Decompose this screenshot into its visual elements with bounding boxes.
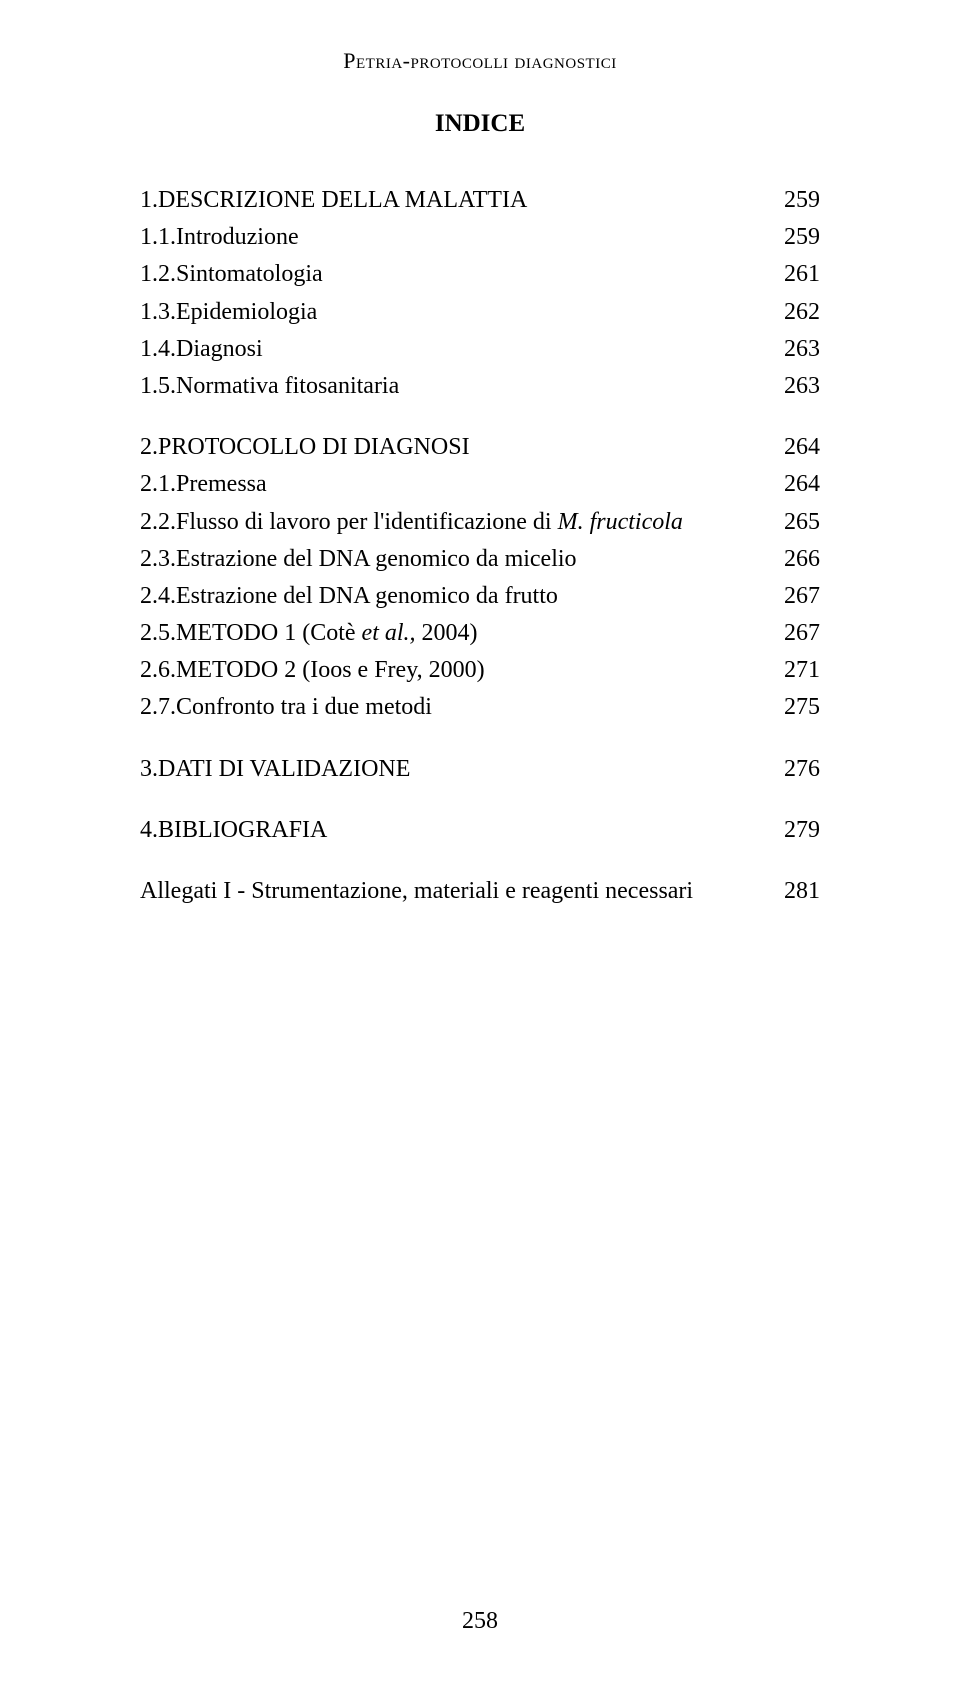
toc-row: 4.BIBLIOGRAFIA 279 <box>140 812 820 849</box>
toc-row: 1.2.Sintomatologia 261 <box>140 256 820 293</box>
toc-row: 2.7.Confronto tra i due metodi 275 <box>140 689 820 726</box>
toc-row: Allegati I - Strumentazione, materiali e… <box>140 873 820 910</box>
toc-title: INDICE <box>140 110 820 138</box>
toc-label: 2.7.Confronto tra i due metodi <box>140 689 770 726</box>
toc-page: 264 <box>770 429 820 466</box>
running-head: Petria-protocolli diagnostici <box>140 48 820 74</box>
toc-row: 2.PROTOCOLLO DI DIAGNOSI 264 <box>140 429 820 466</box>
toc-page: 276 <box>770 751 820 788</box>
toc-page: 267 <box>770 615 820 652</box>
toc-label-pre: 2.5.METODO 1 (Cotè <box>140 620 362 646</box>
toc-row: 1.1.Introduzione 259 <box>140 219 820 256</box>
toc-page: 261 <box>770 256 820 293</box>
toc-row: 2.2.Flusso di lavoro per l'identificazio… <box>140 504 820 541</box>
toc-row: 1.DESCRIZIONE DELLA MALATTIA 259 <box>140 182 820 219</box>
toc-page: 259 <box>770 182 820 219</box>
section-gap <box>140 788 820 812</box>
toc-page: 271 <box>770 652 820 689</box>
toc-row: 1.5.Normativa fitosanitaria 263 <box>140 368 820 405</box>
section-gap <box>140 727 820 751</box>
toc-label: 1.3.Epidemiologia <box>140 294 770 331</box>
toc-label: 1.4.Diagnosi <box>140 331 770 368</box>
toc-page: 262 <box>770 294 820 331</box>
toc-page: 259 <box>770 219 820 256</box>
toc-page: 267 <box>770 578 820 615</box>
page-number: 258 <box>0 1608 960 1635</box>
toc-label: 2.2.Flusso di lavoro per l'identificazio… <box>140 504 770 541</box>
toc-label: 2.3.Estrazione del DNA genomico da micel… <box>140 541 770 578</box>
toc-label-post: 2004) <box>416 620 478 646</box>
toc-label: 1.5.Normativa fitosanitaria <box>140 368 770 405</box>
toc-label: 1.DESCRIZIONE DELLA MALATTIA <box>140 182 770 219</box>
toc-row: 1.4.Diagnosi 263 <box>140 331 820 368</box>
toc-label: 4.BIBLIOGRAFIA <box>140 812 770 849</box>
toc-page: 264 <box>770 466 820 503</box>
toc-row: 2.1.Premessa 264 <box>140 466 820 503</box>
toc-page: 263 <box>770 368 820 405</box>
toc-page: 279 <box>770 812 820 849</box>
toc-label: Allegati I - Strumentazione, materiali e… <box>140 873 770 910</box>
toc-label-pre: 2.2.Flusso di lavoro per l'identificazio… <box>140 509 558 535</box>
section-gap <box>140 849 820 873</box>
toc-label: 2.6.METODO 2 (Ioos e Frey, 2000) <box>140 652 770 689</box>
toc-label-italic: M. fructicola <box>558 509 683 535</box>
section-gap <box>140 405 820 429</box>
toc-label: 2.5.METODO 1 (Cotè et al., 2004) <box>140 615 770 652</box>
toc-label: 3.DATI DI VALIDAZIONE <box>140 751 770 788</box>
toc-label-italic: et al., <box>362 620 416 646</box>
toc-row: 2.4.Estrazione del DNA genomico da frutt… <box>140 578 820 615</box>
toc-row: 2.6.METODO 2 (Ioos e Frey, 2000) 271 <box>140 652 820 689</box>
toc-row: 1.3.Epidemiologia 262 <box>140 294 820 331</box>
toc-page: 265 <box>770 504 820 541</box>
toc-label: 2.PROTOCOLLO DI DIAGNOSI <box>140 429 770 466</box>
toc-row: 2.5.METODO 1 (Cotè et al., 2004) 267 <box>140 615 820 652</box>
toc-row: 3.DATI DI VALIDAZIONE 276 <box>140 751 820 788</box>
toc-label: 1.2.Sintomatologia <box>140 256 770 293</box>
toc-label: 2.1.Premessa <box>140 466 770 503</box>
toc-row: 2.3.Estrazione del DNA genomico da micel… <box>140 541 820 578</box>
toc-label: 2.4.Estrazione del DNA genomico da frutt… <box>140 578 770 615</box>
toc: 1.DESCRIZIONE DELLA MALATTIA 259 1.1.Int… <box>140 182 820 910</box>
toc-page: 275 <box>770 689 820 726</box>
page: Petria-protocolli diagnostici INDICE 1.D… <box>0 0 960 1695</box>
toc-label: 1.1.Introduzione <box>140 219 770 256</box>
toc-page: 266 <box>770 541 820 578</box>
toc-page: 281 <box>770 873 820 910</box>
toc-page: 263 <box>770 331 820 368</box>
